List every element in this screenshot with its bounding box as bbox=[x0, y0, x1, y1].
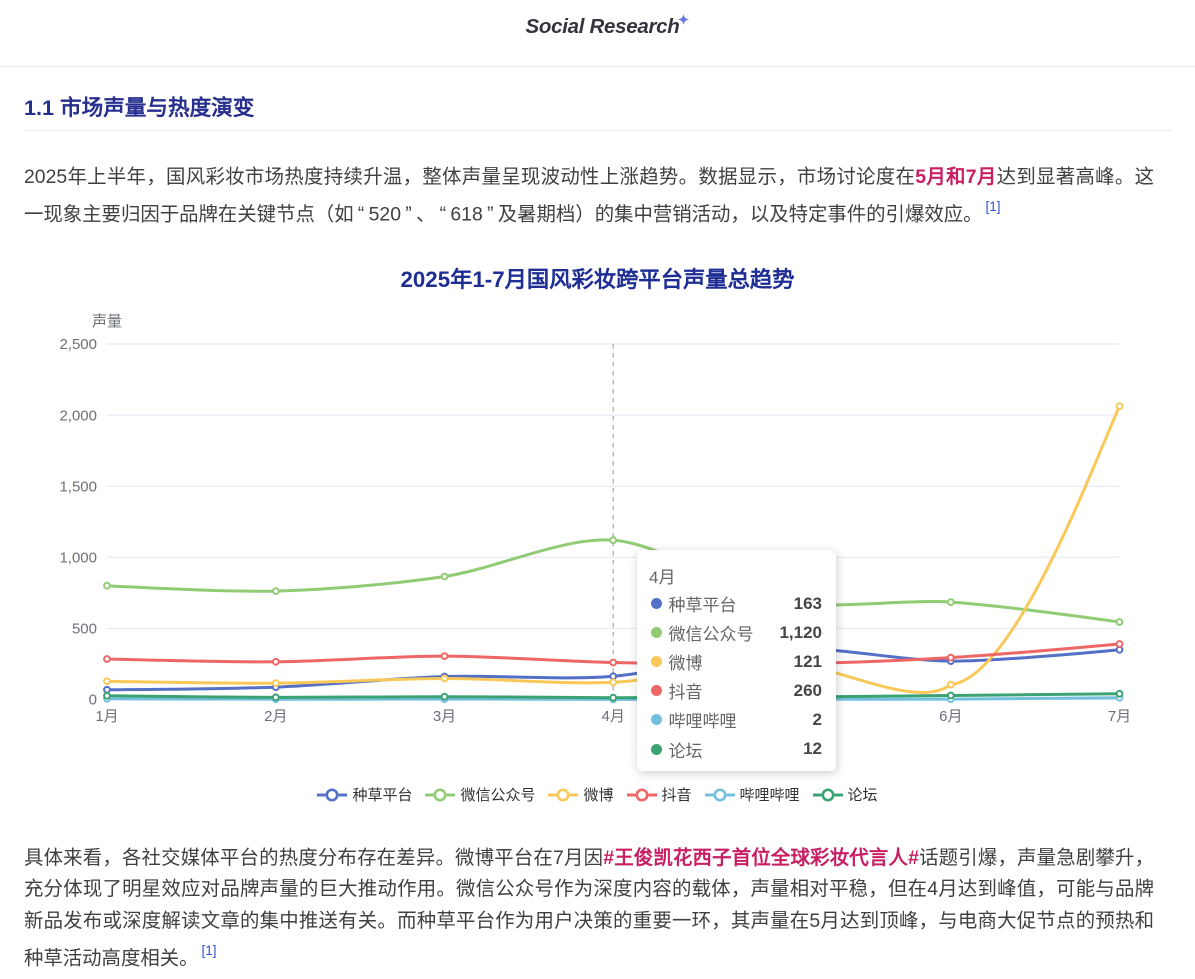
svg-text:声量: 声量 bbox=[92, 312, 122, 330]
svg-text:1月: 1月 bbox=[95, 708, 118, 725]
svg-text:2,000: 2,000 bbox=[59, 407, 97, 424]
svg-text:2,500: 2,500 bbox=[59, 336, 97, 353]
svg-text:500: 500 bbox=[72, 621, 97, 638]
svg-text:1,000: 1,000 bbox=[59, 550, 97, 567]
svg-text:1,500: 1,500 bbox=[59, 478, 97, 495]
svg-text:0: 0 bbox=[89, 692, 97, 709]
svg-text:3月: 3月 bbox=[433, 708, 456, 725]
svg-text:7月: 7月 bbox=[1108, 708, 1131, 725]
svg-text:4月: 4月 bbox=[602, 708, 625, 725]
svg-text:6月: 6月 bbox=[939, 708, 962, 725]
svg-text:2月: 2月 bbox=[264, 708, 287, 725]
